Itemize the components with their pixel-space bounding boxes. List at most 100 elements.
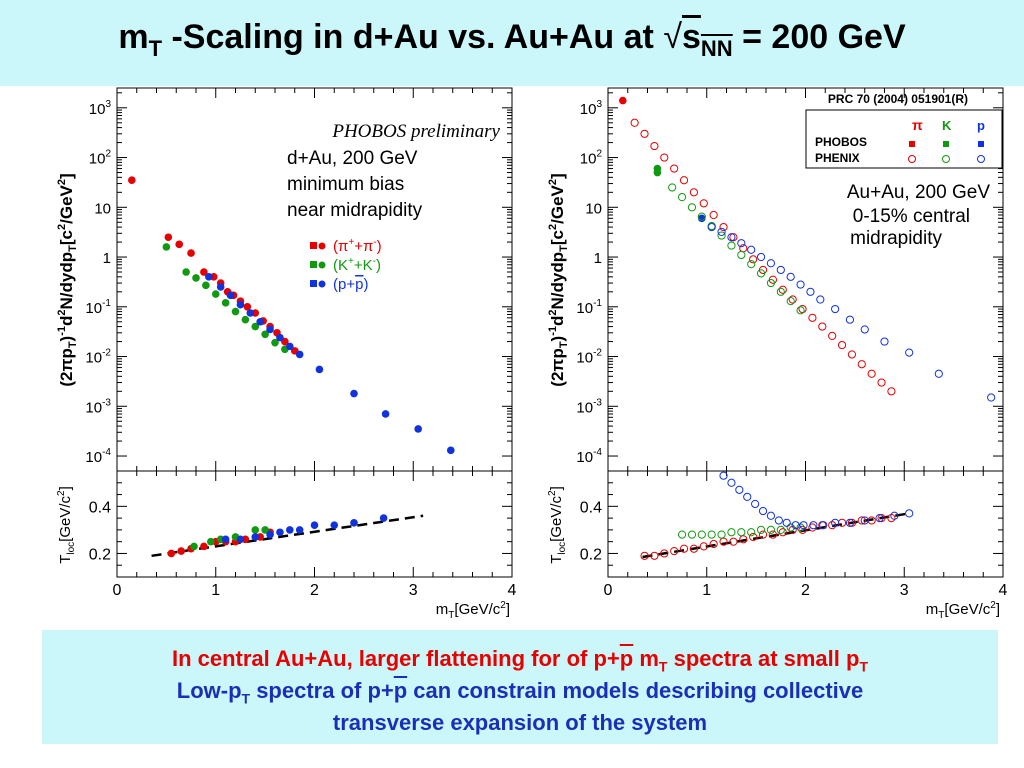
data-point — [727, 241, 736, 250]
data-point — [766, 525, 776, 534]
data-point — [727, 233, 736, 242]
y-tick-exponent: 3 — [596, 99, 602, 110]
data-point — [819, 521, 828, 530]
data-point — [231, 307, 240, 316]
data-point — [128, 176, 136, 185]
data-point — [756, 269, 766, 278]
data-point — [890, 511, 899, 520]
data-point — [271, 338, 279, 347]
right-xlabel: mT[GeV/c2] — [926, 600, 1000, 621]
y-tick-exponent: -4 — [593, 447, 602, 458]
data-point — [200, 268, 208, 276]
auau-label: Au+Au, 200 GeV — [847, 182, 990, 203]
slide-title: mT -Scaling in d+Au vs. Au+Au at √sNN = … — [118, 18, 906, 61]
data-point — [379, 514, 388, 522]
fit-line — [151, 514, 424, 558]
data-point — [857, 360, 866, 369]
data-point — [190, 542, 198, 551]
data-point — [717, 227, 726, 237]
data-point — [251, 526, 260, 534]
y-tick-label: 0.4 — [89, 499, 111, 516]
data-point — [261, 330, 269, 339]
data-point — [778, 528, 787, 537]
data-point — [791, 521, 800, 530]
data-point — [276, 333, 284, 342]
data-point — [818, 322, 827, 331]
data-point — [679, 176, 689, 185]
data-point — [211, 290, 220, 298]
data-point — [295, 526, 304, 534]
caption-box: In central Au+Au, larger flattening for … — [42, 630, 998, 744]
y-tick-label: 10 — [94, 200, 111, 217]
y-tick-label: 1 — [594, 250, 602, 267]
data-point — [905, 509, 914, 518]
x-tick-label: 4 — [508, 582, 517, 599]
data-point — [381, 410, 390, 418]
data-point — [236, 535, 245, 544]
data-point — [256, 317, 264, 326]
data-point — [808, 313, 817, 322]
y-tick-label: 1 — [103, 250, 111, 267]
data-point — [845, 518, 855, 527]
y-tick-label: 10-3 — [85, 397, 111, 416]
data-point — [687, 203, 697, 212]
data-point — [799, 521, 808, 530]
data-point — [877, 378, 886, 387]
data-point — [847, 518, 857, 527]
data-point — [677, 193, 687, 202]
data-point — [286, 342, 294, 351]
data-point — [816, 295, 825, 304]
y-tick-label: 103 — [580, 99, 603, 118]
legend-row-phenix: PHENIX — [815, 151, 860, 165]
data-point — [776, 265, 785, 275]
y-tick-label: 0.2 — [580, 546, 602, 563]
caption-line-3: transverse expansion of the system — [332, 710, 708, 735]
data-point — [766, 259, 776, 268]
data-point — [758, 530, 768, 539]
data-point — [796, 306, 805, 315]
data-point — [737, 250, 746, 260]
dau-label: d+Au, 200 GeV — [287, 148, 418, 169]
legend-pion-label: (π++π-) — [333, 237, 382, 255]
data-point — [786, 297, 795, 306]
data-point — [749, 255, 758, 264]
data-point — [653, 164, 662, 173]
x-tick-label: 3 — [900, 582, 909, 599]
data-point — [758, 506, 768, 516]
data-point — [798, 304, 807, 314]
data-point — [756, 252, 766, 262]
legend-row-phobos: PHOBOS — [815, 135, 867, 149]
data-point — [847, 350, 857, 359]
data-point — [837, 340, 847, 350]
data-point — [831, 518, 840, 527]
y-tick-label: 10 — [585, 200, 602, 217]
reference-label: PRC 70 (2004) 051901(R) — [828, 92, 968, 106]
data-point — [707, 530, 716, 539]
data-point — [660, 153, 669, 162]
data-point — [774, 516, 783, 525]
data-point — [828, 331, 837, 340]
data-point — [243, 302, 252, 311]
data-point — [786, 272, 795, 281]
y-tick-label: 102 — [580, 149, 603, 168]
data-point — [310, 521, 319, 529]
data-point — [845, 315, 855, 324]
data-point — [867, 369, 876, 378]
legend-col-pi: π — [912, 117, 923, 133]
data-point — [677, 530, 687, 539]
data-point — [806, 287, 815, 296]
left-legend: (π++π-) (K++K-) (p+p) — [310, 237, 382, 293]
x-tick-label: 1 — [211, 582, 220, 599]
y-tick-label: 0.4 — [580, 499, 602, 516]
data-point — [776, 525, 785, 534]
data-point — [689, 544, 699, 553]
data-point — [167, 549, 176, 558]
data-point — [709, 210, 718, 220]
data-point — [216, 283, 225, 291]
y-tick-exponent: 3 — [105, 99, 111, 110]
data-point — [175, 240, 184, 249]
data-point — [729, 537, 738, 546]
data-point — [670, 164, 679, 173]
left-top-frame — [116, 87, 513, 472]
x-tick-label: 0 — [113, 582, 122, 599]
